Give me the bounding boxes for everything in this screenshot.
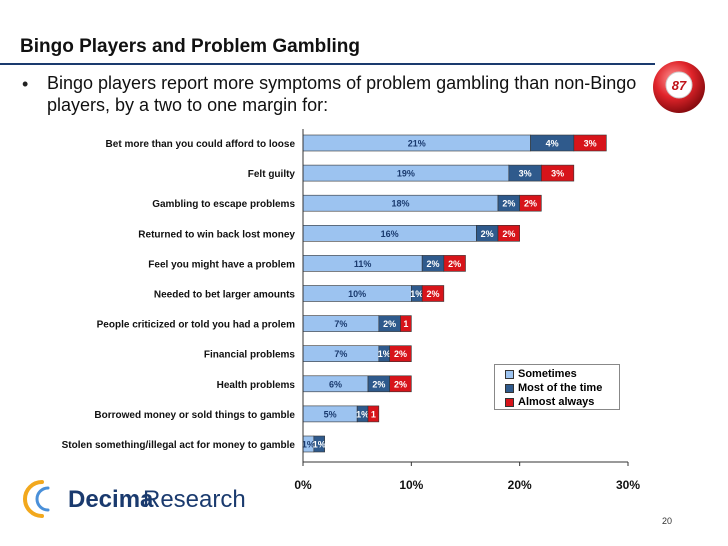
x-tick-label: 0% (294, 478, 312, 492)
bar-segment-almost-always (421, 285, 445, 302)
legend-swatch-sometimes (505, 369, 514, 379)
x-tick-label: 30% (616, 478, 640, 492)
data-label-most-of-the-time: 3% (519, 169, 532, 179)
data-label-sometimes: 7% (334, 319, 347, 329)
category-label: Gambling to escape problems (152, 199, 295, 210)
data-label-sometimes: 5% (324, 409, 337, 419)
data-label-almost-always: 1 (403, 319, 408, 329)
bullet-text: Bingo players report more symptoms of pr… (47, 73, 637, 115)
page-number: 20 (662, 516, 673, 526)
legend-label-most-of-the-time: Most of the time (518, 382, 603, 394)
data-label-sometimes: 21% (408, 139, 426, 149)
legend-label-sometimes: Sometimes (518, 368, 577, 380)
category-label: Feel you might have a problem (148, 259, 295, 270)
category-label: Felt guilty (248, 169, 296, 180)
data-label-sometimes: 6% (329, 379, 342, 389)
data-label-most-of-the-time: 2% (502, 199, 515, 209)
bar-segment-almost-always (367, 405, 380, 423)
data-label-most-of-the-time: 1% (356, 409, 369, 419)
data-label-most-of-the-time: 2% (372, 379, 385, 389)
category-label: Health problems (217, 380, 296, 391)
data-label-sometimes: 16% (381, 229, 399, 239)
data-label-almost-always: 2% (426, 289, 439, 299)
category-label: Financial problems (204, 350, 296, 361)
data-label-almost-always: 1 (371, 409, 376, 419)
bingo-ball-number: 87 (672, 78, 687, 93)
bar-segment-most-of-the-time (313, 435, 325, 453)
x-tick-label: 10% (399, 478, 423, 492)
bar-segment-almost-always (400, 315, 412, 332)
data-label-sometimes: 1% (302, 440, 315, 450)
title-rule (0, 63, 655, 65)
data-label-almost-always: 2% (524, 199, 537, 209)
data-label-sometimes: 7% (334, 349, 347, 359)
legend-item-most-of-the-time: Most of the time (505, 381, 619, 395)
data-label-sometimes: 18% (391, 199, 409, 209)
logo-bracket-icon (23, 480, 50, 518)
category-label: Returned to win back lost money (138, 229, 295, 240)
bullet-marker: • (22, 74, 29, 94)
data-label-almost-always: 2% (394, 349, 407, 359)
bar-segment-almost-always (389, 345, 412, 363)
legend-label-almost-always: Almost always (518, 396, 595, 408)
slide-title: Bingo Players and Problem Gambling (20, 36, 360, 57)
data-label-sometimes: 10% (348, 289, 366, 299)
legend-item-sometimes: Sometimes (505, 367, 619, 381)
data-label-almost-always: 2% (448, 259, 461, 269)
data-label-most-of-the-time: 1% (410, 289, 423, 299)
logo-word-research: Research (143, 486, 246, 513)
data-label-most-of-the-time: 2% (383, 319, 396, 329)
logo-word-decima: Decima (68, 486, 154, 513)
data-label-almost-always: 2% (394, 379, 407, 389)
chart-legend: Sometimes Most of the time Almost always (494, 364, 620, 410)
data-label-almost-always: 3% (584, 139, 597, 149)
bar-segment-almost-always (519, 194, 542, 212)
decima-research-logo: Decima Research (20, 478, 260, 520)
bar-segment-almost-always (389, 375, 412, 393)
bar-segment-almost-always (541, 164, 575, 182)
bar-segment-almost-always (573, 134, 607, 152)
data-label-most-of-the-time: 1% (313, 440, 326, 450)
bar-segment-almost-always (443, 255, 466, 272)
legend-item-almost-always: Almost always (505, 395, 619, 409)
data-label-sometimes: 19% (397, 169, 415, 179)
category-label: Needed to bet larger amounts (154, 290, 296, 301)
data-label-most-of-the-time: 4% (546, 139, 559, 149)
data-label-almost-always: 3% (551, 169, 564, 179)
category-label: Stolen something/illegal act for money t… (62, 440, 296, 451)
category-label: Bet more than you could afford to loose (106, 139, 296, 150)
data-label-most-of-the-time: 1% (378, 349, 391, 359)
category-label: People criticized or told you had a prol… (97, 320, 295, 331)
legend-swatch-almost-always (505, 397, 514, 407)
data-label-almost-always: 2% (502, 229, 515, 239)
category-label: Borrowed money or sold things to gamble (94, 410, 295, 421)
data-label-most-of-the-time: 2% (481, 229, 494, 239)
bingo-ball-icon: 87 (653, 61, 705, 113)
x-tick-label: 20% (508, 478, 532, 492)
data-label-sometimes: 11% (354, 259, 372, 269)
bar-segment-almost-always (497, 225, 520, 242)
legend-swatch-most-of-the-time (505, 383, 514, 393)
data-label-most-of-the-time: 2% (426, 259, 439, 269)
